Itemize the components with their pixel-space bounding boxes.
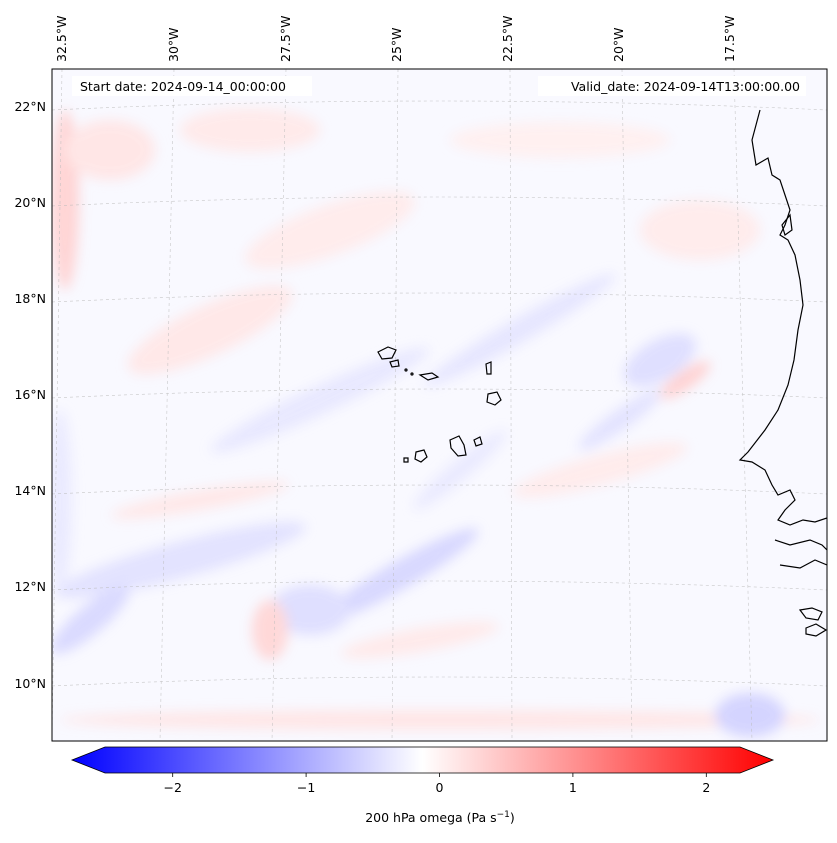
latitude-labels: 22°N 20°N 18°N 16°N 14°N 12°N 10°N [14,99,46,691]
islands [377,346,502,463]
lat-label-2: 18°N [14,291,46,306]
colorbar-tick-2: 0 [436,780,444,795]
lon-label-5: 20°W [611,27,626,62]
lon-label-1: 30°W [166,27,181,62]
start-date-label: Start date: 2024-09-14_00:00:00 [80,79,286,94]
colorbar-ticks [172,773,707,777]
colorbar-tick-0: −2 [163,780,181,795]
map-panel: Start date: 2024-09-14_00:00:00 Valid_da… [51,68,828,742]
valid-date-label: Valid_date: 2024-09-14T13:00:00.00 [571,79,800,94]
lat-label-5: 12°N [14,579,46,594]
coastline [738,109,827,637]
omega-field [52,108,820,737]
colorbar-tick-3: 1 [569,780,577,795]
lon-label-2: 27.5°W [278,16,293,62]
colorbar-bar [70,746,775,774]
lat-label-1: 20°N [14,195,46,210]
lat-label-4: 14°N [14,483,46,498]
longitude-labels: 32.5°W 30°W 27.5°W 25°W 22.5°W 20°W 17.5… [54,16,737,62]
lon-label-4: 22.5°W [500,16,515,62]
lat-label-3: 16°N [14,387,46,402]
lon-label-6: 17.5°W [722,16,737,62]
colorbar: −2 −1 0 1 2 200 hPa omega (Pa s−1) [70,746,775,825]
start-date-box [72,76,312,96]
lat-label-0: 22°N [14,99,46,114]
lon-label-3: 25°W [389,27,404,62]
map-frame [51,68,828,742]
lat-label-6: 10°N [14,676,46,691]
colorbar-tick-1: −1 [297,780,315,795]
lon-label-0: 32.5°W [54,16,69,62]
graticule [52,69,827,741]
colorbar-tick-4: 2 [702,780,710,795]
colorbar-label: 200 hPa omega (Pa s−1) [365,810,515,825]
valid-date-box [538,76,806,96]
